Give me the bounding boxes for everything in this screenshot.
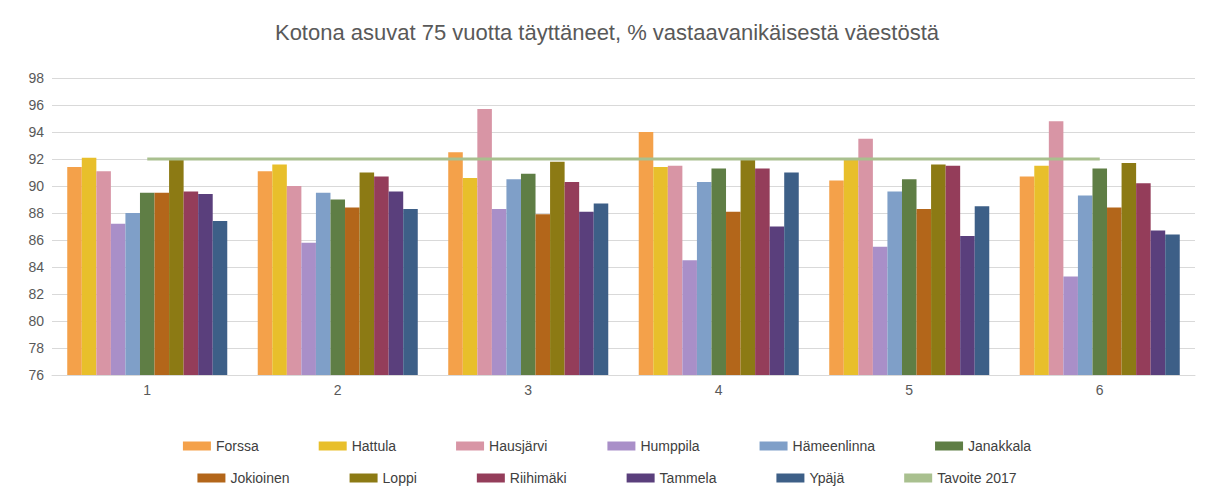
svg-text:Riihimäki: Riihimäki xyxy=(510,470,567,486)
svg-text:96: 96 xyxy=(28,97,44,113)
svg-text:1: 1 xyxy=(143,382,151,398)
svg-text:78: 78 xyxy=(28,340,44,356)
svg-text:Janakkala: Janakkala xyxy=(968,438,1031,454)
svg-text:88: 88 xyxy=(28,205,44,221)
svg-text:76: 76 xyxy=(28,367,44,383)
svg-text:4: 4 xyxy=(715,382,723,398)
svg-text:Humppila: Humppila xyxy=(640,438,699,454)
svg-text:Forssa: Forssa xyxy=(216,438,259,454)
svg-text:6: 6 xyxy=(1096,382,1104,398)
svg-text:Kotona asuvat 75 vuotta täyttä: Kotona asuvat 75 vuotta täyttäneet, % va… xyxy=(275,20,940,45)
svg-text:82: 82 xyxy=(28,286,44,302)
svg-text:Tavoite 2017: Tavoite 2017 xyxy=(937,470,1017,486)
svg-text:Ypäjä: Ypäjä xyxy=(809,470,844,486)
svg-text:86: 86 xyxy=(28,232,44,248)
svg-text:Tammela: Tammela xyxy=(660,470,717,486)
svg-text:Jokioinen: Jokioinen xyxy=(230,470,289,486)
svg-text:98: 98 xyxy=(28,70,44,86)
svg-text:5: 5 xyxy=(905,382,913,398)
svg-text:3: 3 xyxy=(524,382,532,398)
svg-text:92: 92 xyxy=(28,151,44,167)
svg-text:Hattula: Hattula xyxy=(352,438,397,454)
svg-text:90: 90 xyxy=(28,178,44,194)
svg-text:84: 84 xyxy=(28,259,44,275)
svg-text:Hämeenlinna: Hämeenlinna xyxy=(793,438,876,454)
svg-text:Loppi: Loppi xyxy=(383,470,417,486)
svg-text:80: 80 xyxy=(28,313,44,329)
svg-text:Hausjärvi: Hausjärvi xyxy=(489,438,547,454)
svg-text:94: 94 xyxy=(28,124,44,140)
svg-text:2: 2 xyxy=(334,382,342,398)
